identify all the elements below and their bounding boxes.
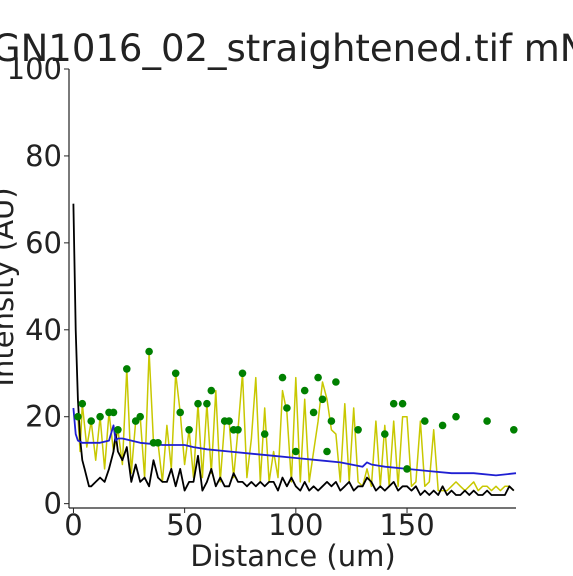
peak-point [123, 365, 131, 373]
peak-point [136, 412, 144, 421]
peak-point [438, 421, 447, 430]
x-tick-label: 50 [166, 508, 203, 542]
peak-point [483, 417, 491, 425]
y-tick-label: 100 [7, 52, 62, 86]
peak-point [314, 373, 322, 382]
x-tick-label: 150 [379, 508, 434, 542]
peak-point [114, 426, 122, 434]
chart-title: 6_GN1016_02_straightened.tif mNG [0, 27, 573, 70]
peak-point [327, 417, 336, 425]
peak-point [381, 430, 389, 438]
peak-point [389, 399, 398, 408]
peak-point [318, 395, 327, 404]
black-series-line [72, 203, 515, 496]
peak-point [354, 426, 362, 434]
peak-point [323, 447, 331, 456]
peak-point [309, 408, 318, 417]
peak-point [171, 369, 180, 378]
x-axis-label: Distance (um) [190, 539, 395, 573]
yellow-series-line [77, 350, 515, 492]
x-tick-label: 0 [64, 508, 82, 542]
peak-point [292, 447, 300, 456]
x-tick-label: 100 [268, 508, 323, 542]
y-tick-label: 80 [25, 139, 62, 173]
peak-point [207, 386, 216, 395]
peak-point [398, 399, 407, 408]
blue-series-line [72, 407, 517, 477]
peak-point [109, 408, 118, 417]
plot-area: 0 20 40 60 80 100 0 50 100 150 [7, 52, 518, 542]
peak-point [452, 412, 460, 421]
peak-point [225, 417, 233, 425]
peak-point [176, 408, 184, 417]
peak-point [234, 426, 242, 434]
peak-point [87, 417, 95, 425]
peak-point [145, 347, 153, 356]
peak-point [154, 439, 162, 447]
peak-point [238, 369, 247, 378]
peak-point [260, 430, 269, 438]
peak-point [300, 386, 309, 395]
peak-point [510, 426, 518, 434]
peak-point [332, 378, 340, 386]
y-tick-label: 60 [25, 226, 62, 260]
peak-point [78, 399, 87, 408]
peak-point [283, 404, 291, 412]
peak-point [421, 417, 429, 425]
peak-point [203, 399, 211, 408]
peak-point [96, 412, 104, 421]
peak-point [74, 412, 82, 421]
y-tick-label: 20 [25, 400, 62, 434]
y-tick-label: 40 [25, 313, 62, 347]
peak-point [194, 399, 202, 408]
y-tick-label: 0 [44, 487, 62, 521]
peak-point [403, 465, 411, 473]
y-axis-label: Intensity (AU) [0, 187, 20, 386]
peak-point [185, 426, 193, 434]
peak-point [278, 373, 287, 382]
